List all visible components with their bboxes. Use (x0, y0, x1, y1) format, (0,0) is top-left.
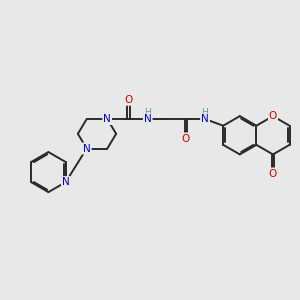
Text: N: N (201, 114, 209, 124)
Text: N: N (103, 114, 111, 124)
Text: O: O (182, 134, 190, 143)
Text: H: H (144, 108, 151, 117)
Text: O: O (124, 94, 133, 105)
Text: O: O (269, 169, 277, 178)
Text: O: O (124, 94, 133, 105)
Text: O: O (269, 111, 277, 121)
Text: N: N (144, 114, 152, 124)
Text: O: O (182, 134, 190, 143)
Text: N: N (144, 114, 152, 124)
Text: N: N (62, 177, 70, 187)
Text: N: N (83, 143, 91, 154)
Text: O: O (269, 111, 277, 121)
Text: O: O (269, 169, 277, 178)
Text: H: H (144, 108, 151, 117)
Text: N: N (62, 177, 70, 187)
Text: N: N (83, 143, 91, 154)
Text: H: H (202, 107, 208, 116)
Text: N: N (201, 114, 209, 124)
Text: H: H (202, 107, 208, 116)
Text: N: N (103, 114, 111, 124)
